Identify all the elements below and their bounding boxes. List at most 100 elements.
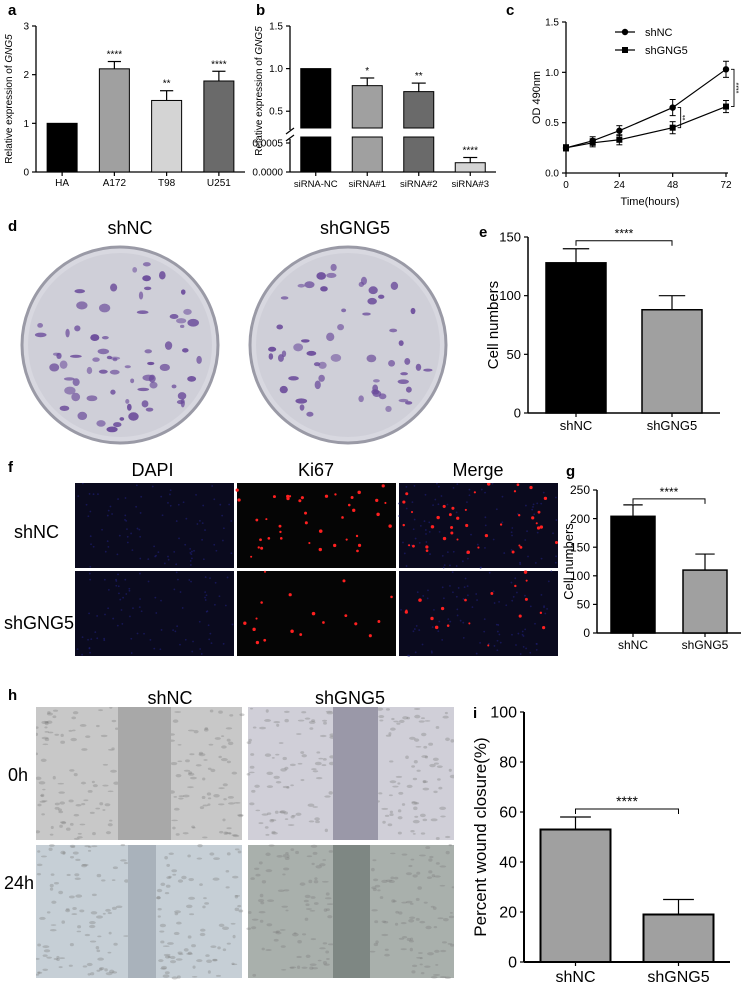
cell — [312, 851, 318, 855]
colony — [295, 398, 308, 404]
cell — [75, 858, 81, 861]
cell — [68, 729, 73, 732]
cell — [301, 754, 307, 758]
cell — [311, 719, 316, 722]
x-tick-label: shGNG5 — [682, 638, 729, 652]
cell — [189, 913, 195, 916]
immunofluorescence-grid — [75, 483, 559, 657]
nucleus — [480, 488, 483, 491]
nucleus — [172, 629, 175, 632]
cell — [203, 759, 208, 761]
nucleus — [89, 535, 92, 538]
nucleus — [188, 579, 191, 581]
cell — [44, 721, 49, 726]
cell — [441, 941, 447, 944]
cell — [414, 815, 419, 818]
cell — [48, 847, 53, 851]
cell — [278, 742, 284, 744]
nucleus — [407, 654, 410, 657]
nucleus — [199, 519, 201, 522]
colony — [144, 349, 152, 354]
nucleus — [76, 648, 79, 650]
nucleus — [204, 576, 207, 579]
cell — [428, 870, 433, 874]
nucleus — [160, 495, 163, 498]
colony — [143, 286, 152, 291]
nucleus — [205, 594, 208, 597]
if-image-dapi — [75, 483, 234, 568]
cell — [449, 774, 454, 779]
cell — [217, 946, 221, 950]
nucleus — [124, 518, 126, 521]
cell — [402, 716, 409, 720]
colony — [109, 369, 120, 375]
nucleus — [418, 629, 421, 631]
cell — [72, 711, 79, 715]
nucleus — [476, 543, 479, 546]
nucleus — [199, 648, 202, 650]
cell — [222, 818, 226, 822]
nucleus — [479, 641, 482, 644]
nucleus — [143, 632, 145, 635]
cell — [91, 780, 95, 784]
nucleus — [534, 562, 537, 564]
ki67-spot — [263, 570, 267, 573]
nucleus — [119, 598, 122, 601]
cell — [196, 857, 203, 860]
cell — [164, 855, 168, 860]
cell — [169, 955, 176, 960]
cell — [198, 753, 206, 757]
ki67-spot — [304, 521, 308, 525]
cell — [99, 802, 104, 806]
ki67-spot — [237, 498, 241, 502]
cell — [422, 818, 428, 822]
nucleus — [213, 498, 216, 501]
nucleus — [433, 608, 435, 611]
cell — [301, 933, 307, 936]
cell — [435, 837, 440, 840]
nucleus — [176, 625, 179, 628]
cell — [49, 929, 57, 932]
cell — [178, 795, 185, 797]
cell — [87, 849, 92, 852]
nucleus — [424, 529, 427, 531]
cell — [51, 900, 57, 904]
cell — [41, 720, 49, 725]
point-shgng5 — [563, 144, 569, 151]
cell — [60, 733, 64, 737]
colony — [147, 361, 155, 366]
cell — [309, 909, 316, 912]
cell — [65, 908, 70, 911]
nucleus — [484, 516, 487, 519]
cell — [307, 803, 315, 807]
nucleus — [178, 537, 180, 540]
cell — [73, 813, 80, 817]
cell — [323, 963, 330, 966]
cell — [58, 810, 64, 814]
cell — [276, 723, 280, 727]
wound-col-shnc: shNC — [147, 688, 193, 708]
nucleus — [147, 580, 150, 583]
cell — [304, 917, 309, 921]
bar-shgng5 — [682, 569, 728, 634]
cell — [60, 821, 66, 824]
cell — [313, 902, 319, 905]
nucleus — [116, 553, 119, 556]
cell — [419, 854, 426, 857]
significance-label: **** — [616, 793, 638, 809]
cell — [271, 831, 278, 835]
cell — [381, 879, 388, 883]
nucleus — [107, 607, 110, 610]
nucleus — [122, 596, 125, 599]
cell — [37, 971, 41, 974]
cell — [374, 884, 381, 888]
cell — [409, 947, 413, 952]
nucleus — [511, 633, 513, 636]
ki67-spot — [487, 644, 490, 647]
colony — [101, 335, 109, 340]
cell — [168, 875, 172, 879]
colony — [362, 312, 371, 316]
nucleus — [175, 571, 178, 574]
nucleus — [510, 549, 513, 551]
nucleus — [496, 639, 499, 642]
